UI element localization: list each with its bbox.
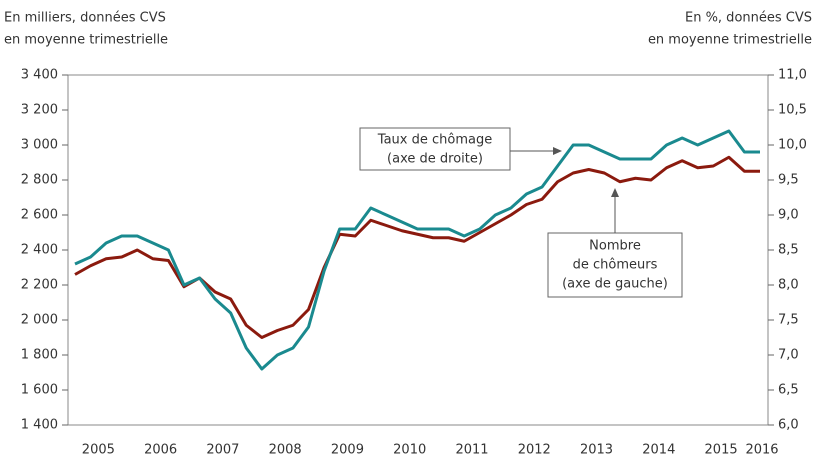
y2-tick-label: 7,0	[778, 348, 799, 363]
y2-tick-label: 8,5	[778, 243, 799, 258]
right-header: en moyenne trimestrielle	[648, 33, 812, 48]
left-header: en moyenne trimestrielle	[4, 33, 168, 48]
x-tick-label: 2013	[580, 443, 613, 458]
right-header: En %, données CVS	[685, 11, 812, 26]
x-tick-label: 2015	[705, 443, 738, 458]
y-tick-label: 3 000	[21, 138, 58, 153]
y2-tick-label: 9,5	[778, 173, 799, 188]
x-tick-label: 2016	[745, 443, 778, 458]
annotation: Taux de chômage	[377, 133, 492, 148]
y-tick-label: 3 200	[21, 103, 58, 118]
arrow-head	[553, 147, 562, 155]
y-tick-label: 1 800	[21, 348, 58, 363]
annotation: Nombre	[589, 239, 641, 254]
y-tick-label: 2 600	[21, 208, 58, 223]
y2-tick-label: 7,5	[778, 313, 799, 328]
x-tick-label: 2007	[206, 443, 239, 458]
y2-tick-label: 10,0	[778, 138, 807, 153]
y2-tick-label: 6,5	[778, 383, 799, 398]
y-tick-label: 2 200	[21, 278, 58, 293]
y2-tick-label: 10,5	[778, 103, 807, 118]
y2-tick-label: 11,0	[778, 68, 807, 83]
y-tick-label: 1 400	[21, 418, 58, 433]
y-tick-label: 2 000	[21, 313, 58, 328]
x-tick-label: 2011	[455, 443, 488, 458]
left-header: En milliers, données CVS	[4, 11, 166, 26]
annotation: (axe de droite)	[387, 152, 483, 167]
y2-tick-label: 6,0	[778, 418, 799, 433]
x-tick-label: 2006	[144, 443, 177, 458]
y-tick-label: 2 400	[21, 243, 58, 258]
annotation: de chômeurs	[573, 258, 658, 273]
x-tick-label: 2014	[642, 443, 675, 458]
x-tick-label: 2009	[331, 443, 364, 458]
series-line	[74, 129, 760, 371]
y-tick-label: 3 400	[21, 68, 58, 83]
x-tick-label: 2005	[82, 443, 115, 458]
x-tick-label: 2008	[269, 443, 302, 458]
annotation-box	[547, 232, 683, 298]
arrow-head	[611, 188, 619, 197]
y2-tick-label: 9,0	[778, 208, 799, 223]
x-tick-label: 2012	[518, 443, 551, 458]
annotation: (axe de gauche)	[562, 277, 668, 292]
y-tick-label: 1 600	[21, 383, 58, 398]
y2-tick-label: 8,0	[778, 278, 799, 293]
x-tick-label: 2010	[393, 443, 426, 458]
y-tick-label: 2 800	[21, 173, 58, 188]
annotation-box	[359, 127, 511, 171]
